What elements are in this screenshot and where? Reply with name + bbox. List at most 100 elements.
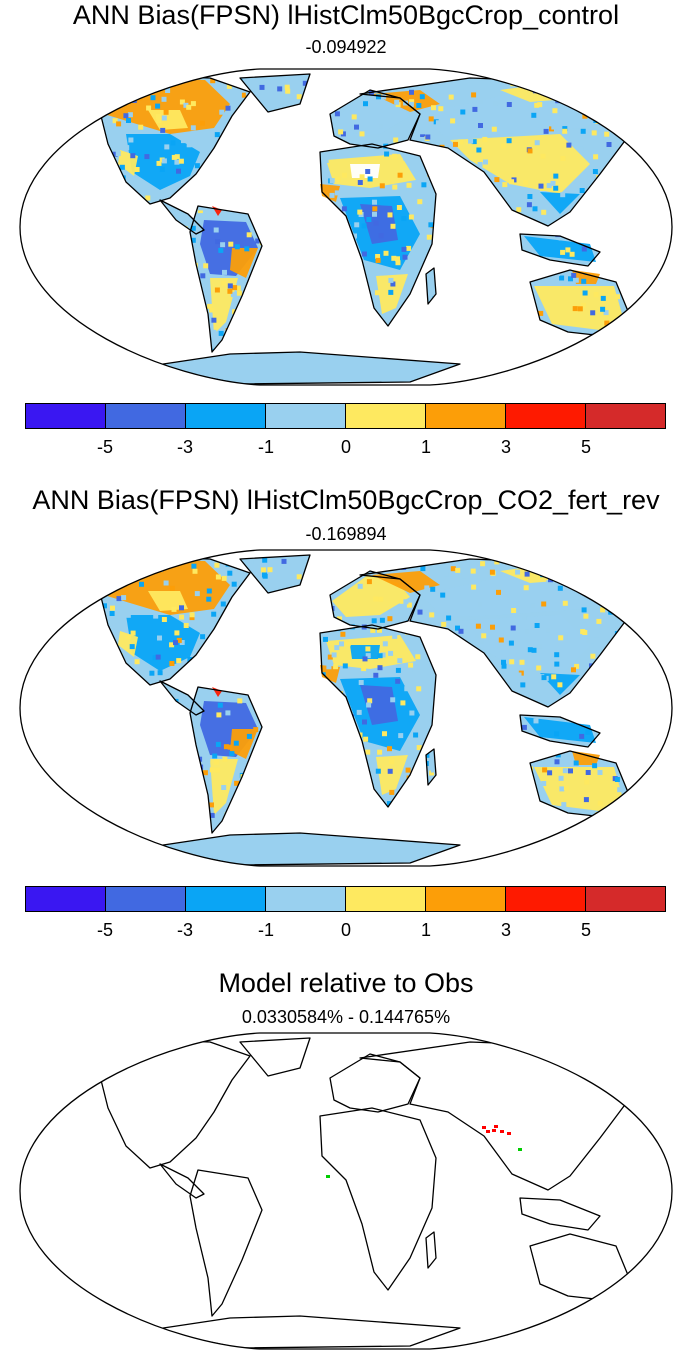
bias-region <box>450 134 590 194</box>
colorbar-tick-label: 1 <box>420 920 432 940</box>
coastline <box>149 351 461 385</box>
colorbar-tick-label: -3 <box>176 437 194 457</box>
colorbar-swatch <box>426 887 506 911</box>
coastline <box>239 554 311 594</box>
bias-region <box>148 591 188 611</box>
significance-marker <box>500 1130 504 1133</box>
colorbar-swatch <box>106 404 186 428</box>
land-fill <box>624 328 644 356</box>
panel-2-colorbar-labels: -5 -3 -1 0 1 3 5 <box>0 919 692 943</box>
bias-region <box>350 645 380 659</box>
coastline <box>529 1233 631 1301</box>
panel-1-colorbar-labels: -5 -3 -1 0 1 3 5 <box>0 436 692 460</box>
panel-3-subtitle: 0.0330584% - 0.144765% <box>241 1007 451 1027</box>
bias-region <box>572 270 600 284</box>
colorbar-tick-label: -1 <box>257 437 275 457</box>
panel-1-colorbar <box>25 403 666 429</box>
colorbar-swatch <box>186 887 266 911</box>
bias-region <box>534 767 622 811</box>
land-fill <box>150 352 460 384</box>
panel-1-subtitle: -0.094922 <box>305 37 387 57</box>
coastline <box>189 1169 263 1317</box>
coastline <box>89 1039 251 1169</box>
coastline <box>623 808 645 838</box>
bias-region <box>230 248 258 278</box>
coastline <box>189 686 263 834</box>
significance-marker <box>326 1175 330 1178</box>
colorbar-tick-label: 0 <box>340 437 352 457</box>
coastline <box>425 748 437 786</box>
significance-marker <box>507 1132 511 1135</box>
panel-3-title: Model relative to Obs <box>218 968 474 998</box>
panel-1-map <box>19 68 673 386</box>
colorbar-swatch <box>266 404 346 428</box>
colorbar-tick-label: 5 <box>580 437 592 457</box>
colorbar-tick-label: 5 <box>580 920 592 940</box>
panel-1-title: ANN Bias(FPSN) lHistClm50BgcCrop_control <box>72 0 620 30</box>
panel-2-colorbar <box>25 886 666 912</box>
colorbar-swatch <box>106 887 186 911</box>
bias-region <box>118 631 138 657</box>
colorbar-tick-label: 0 <box>340 920 352 940</box>
map-border <box>19 549 673 867</box>
land-fill <box>150 833 460 865</box>
coastline <box>329 570 421 630</box>
bias-region <box>450 615 590 675</box>
panel-2-title: ANN Bias(FPSN) lHistClm50BgcCrop_CO2_fer… <box>32 485 660 515</box>
colorbar-tick-label: 3 <box>500 437 512 457</box>
colorbar-swatch <box>586 404 665 428</box>
coastline <box>623 1291 645 1321</box>
coastline <box>425 1231 437 1269</box>
coastline <box>89 556 251 686</box>
land-fill <box>426 749 436 785</box>
bias-region <box>320 665 340 683</box>
coastline <box>159 680 205 716</box>
coastline <box>519 714 601 748</box>
colorbar-tick-label: 1 <box>420 437 432 457</box>
bias-region <box>540 192 580 214</box>
significance-marker <box>494 1125 498 1128</box>
land-fill <box>240 555 310 593</box>
colorbar-tick-label: -5 <box>96 920 114 940</box>
significance-marker <box>482 1126 486 1129</box>
colorbar-swatch <box>346 887 426 911</box>
coastline <box>319 1107 437 1291</box>
bias-region <box>524 717 596 743</box>
coastline <box>189 205 263 353</box>
bias-region <box>332 94 410 136</box>
colorbar-swatch <box>26 887 106 911</box>
bias-region <box>360 685 398 725</box>
colorbar-swatch <box>26 404 106 428</box>
land-fill <box>240 74 310 112</box>
map-border <box>19 1032 673 1350</box>
land-fill <box>624 809 644 837</box>
colorbar-tick-label: -1 <box>257 920 275 940</box>
coastline <box>319 624 437 808</box>
colorbar-swatch <box>346 404 426 428</box>
significance-marker <box>492 1129 496 1132</box>
coastline <box>519 1197 601 1231</box>
map-border <box>19 68 673 386</box>
colorbar-swatch <box>506 404 586 428</box>
coastline <box>623 327 645 357</box>
panel-3-map <box>19 1032 673 1350</box>
panel-2-map <box>19 549 673 867</box>
coastline <box>149 1315 461 1349</box>
coastline <box>319 143 437 327</box>
colorbar-swatch <box>266 887 346 911</box>
colorbar-tick-label: 3 <box>500 920 512 940</box>
bias-region <box>332 575 410 617</box>
colorbar-swatch <box>186 404 266 428</box>
colorbar-swatch <box>426 404 506 428</box>
colorbar-swatch <box>586 887 665 911</box>
bias-region <box>376 755 408 795</box>
colorbar-tick-label: -3 <box>176 920 194 940</box>
coastline <box>239 1037 311 1077</box>
land-fill <box>426 268 436 304</box>
coastline <box>329 1053 421 1113</box>
coastline <box>89 75 251 205</box>
coastline <box>159 199 205 235</box>
coastline <box>329 89 421 149</box>
coastline <box>519 233 601 267</box>
bias-region <box>572 751 600 765</box>
